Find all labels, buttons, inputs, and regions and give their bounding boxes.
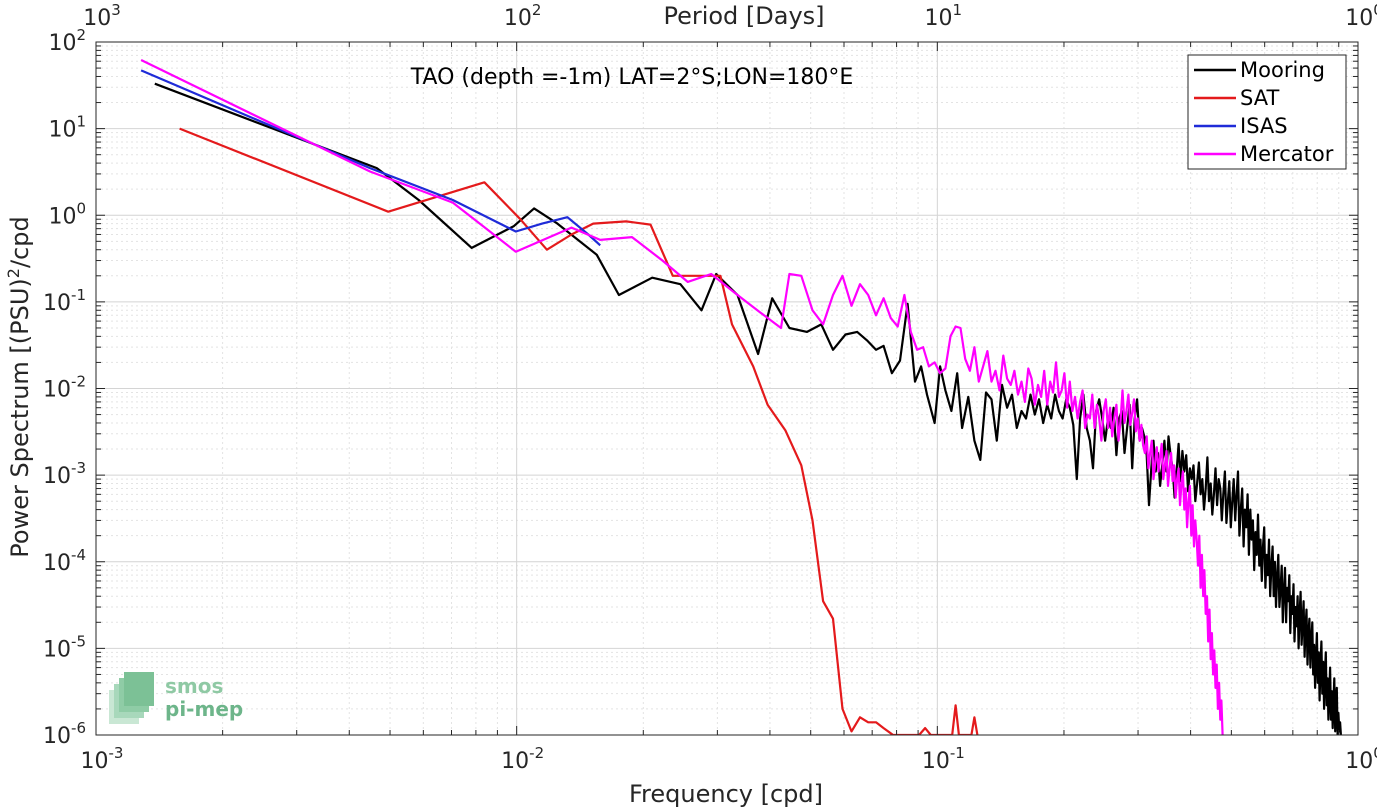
top-tick-label: 103	[83, 1, 121, 31]
y-axis-label-sup: 2	[4, 268, 23, 278]
y-tick-label-exponent: -1	[71, 286, 86, 304]
legend-label-mercator: Mercator	[1240, 142, 1334, 166]
x-tick-label-base: 10	[501, 749, 529, 774]
y-tick-label-base: 10	[43, 291, 71, 316]
x-tick-label-base: 10	[922, 749, 950, 774]
y-tick-label-base: 10	[43, 551, 71, 576]
series-line-isas	[140, 69, 601, 247]
minor-grid	[96, 42, 1358, 735]
y-tick-label: 10-1	[43, 286, 86, 316]
x-tick-label: 10-1	[922, 744, 965, 774]
logo-text-smos: smos	[165, 674, 223, 698]
series-line-mercator	[140, 59, 1224, 735]
x-tick-label-exponent: -3	[109, 744, 124, 762]
axis-ticks	[95, 41, 1359, 736]
y-tick-label-exponent: -4	[71, 546, 86, 564]
top-tick-label-base: 10	[504, 6, 532, 31]
legend: Mooring SAT ISAS Mercator	[1187, 54, 1347, 170]
x-tick-label: 10-3	[81, 744, 124, 774]
y-tick-label: 101	[48, 113, 86, 143]
series-line-sat	[179, 127, 979, 735]
y-tick-label: 10-5	[43, 632, 86, 662]
x-tick-label-exponent: -1	[950, 744, 965, 762]
y-tick-label: 10-3	[43, 459, 86, 489]
y-tick-label-base: 10	[48, 118, 76, 143]
legend-label-mooring: Mooring	[1240, 58, 1325, 82]
y-tick-label-base: 10	[43, 464, 71, 489]
tick-labels: 10-310-210-110010310210110010210110010-1…	[43, 1, 1377, 774]
top-tick-label-exponent: 0	[1373, 1, 1377, 19]
y-tick-label-exponent: -3	[71, 459, 86, 477]
top-axis-label: Period [Days]	[663, 2, 824, 30]
y-tick-label: 10-6	[43, 719, 86, 749]
x-tick-label-base: 10	[1345, 749, 1373, 774]
x-axis-label: Frequency [cpd]	[629, 780, 823, 808]
top-tick-label: 101	[925, 1, 963, 31]
y-axis-label-suffix: /cpd	[6, 216, 34, 268]
series-lines	[140, 59, 1342, 735]
top-tick-label-base: 10	[83, 6, 111, 31]
series-line-mooring	[154, 82, 1342, 735]
y-tick-label: 10-4	[43, 546, 86, 576]
x-tick-label-exponent: 0	[1373, 744, 1377, 762]
y-tick-label-exponent: -5	[71, 632, 86, 650]
legend-box	[1187, 54, 1347, 170]
x-tick-label: 100	[1345, 744, 1377, 774]
top-tick-label-base: 10	[925, 6, 953, 31]
y-tick-label-exponent: 1	[76, 113, 86, 131]
y-tick-label-exponent: 2	[76, 26, 86, 44]
x-tick-label-exponent: -2	[529, 744, 544, 762]
y-tick-label-base: 10	[43, 637, 71, 662]
top-tick-label-exponent: 2	[532, 1, 542, 19]
smos-pi-mep-logo: smos pi-mep	[109, 672, 243, 724]
chart-title: TAO (depth =-1m) LAT=2°S;LON=180°E	[410, 65, 854, 90]
top-tick-label-base: 10	[1345, 6, 1373, 31]
x-tick-label: 10-2	[501, 744, 544, 774]
y-tick-label: 10-2	[43, 373, 86, 403]
y-tick-label-base: 10	[43, 378, 71, 403]
y-tick-label: 102	[48, 26, 86, 56]
y-axis-label: Power Spectrum [(PSU)2/cpd	[4, 216, 34, 557]
y-tick-label-exponent: -2	[71, 373, 86, 391]
top-tick-label: 100	[1345, 1, 1377, 31]
y-tick-label: 100	[48, 199, 86, 229]
top-tick-label: 102	[504, 1, 542, 31]
legend-label-sat: SAT	[1240, 86, 1279, 110]
logo-text-pi-mep: pi-mep	[165, 697, 243, 721]
y-tick-label-base: 10	[43, 724, 71, 749]
top-tick-label-exponent: 1	[953, 1, 963, 19]
top-tick-label-exponent: 3	[111, 1, 121, 19]
y-tick-label-base: 10	[48, 31, 76, 56]
x-tick-label-base: 10	[81, 749, 109, 774]
y-tick-label-exponent: 0	[76, 199, 86, 217]
y-tick-label-exponent: -6	[71, 719, 86, 737]
y-tick-label-base: 10	[48, 204, 76, 229]
legend-label-isas: ISAS	[1240, 114, 1288, 138]
y-axis-label-main: Power Spectrum [(PSU)	[6, 278, 34, 557]
